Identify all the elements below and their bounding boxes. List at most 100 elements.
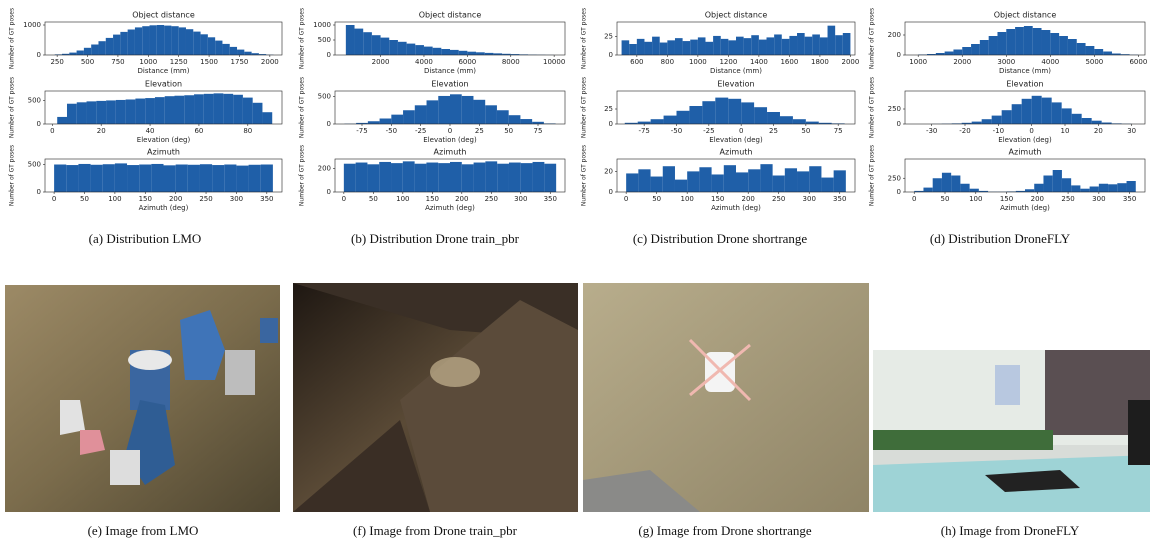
bar <box>184 95 194 124</box>
bar <box>712 174 724 192</box>
bar <box>151 164 163 192</box>
bar <box>87 101 97 124</box>
bar <box>236 166 248 192</box>
bar <box>67 104 77 124</box>
x-tick-label: 0 <box>342 195 346 203</box>
x-tick-label: 600 <box>630 58 643 66</box>
bar <box>664 116 677 124</box>
bar <box>1002 110 1012 124</box>
chart-title: Azimuth <box>1009 148 1042 157</box>
y-tick-label: 500 <box>318 36 331 44</box>
bar <box>96 101 106 124</box>
bar <box>997 32 1006 55</box>
bar <box>139 165 151 193</box>
x-tick-label: 200 <box>169 195 182 203</box>
x-tick-label: 60 <box>194 127 203 135</box>
bar <box>485 105 497 124</box>
bar <box>261 165 273 193</box>
bar <box>473 100 485 124</box>
x-tick-label: -20 <box>959 127 970 135</box>
y-tick-label: 1000 <box>313 21 331 29</box>
y-axis-label: Number of GT poses <box>581 145 588 206</box>
bar <box>403 161 415 192</box>
bar <box>186 29 193 55</box>
bar <box>223 94 233 124</box>
chart-title: Azimuth <box>720 148 753 157</box>
chart-title: Object distance <box>419 11 482 20</box>
bar <box>689 106 702 124</box>
x-axis-label: Azimuth (deg) <box>711 204 761 212</box>
y-tick-label: 0 <box>897 188 901 196</box>
bar <box>91 165 103 192</box>
bar <box>698 37 706 55</box>
x-tick-label: 4000 <box>415 58 433 66</box>
x-tick-label: 200 <box>1031 195 1044 203</box>
x-tick-label: 75 <box>534 127 543 135</box>
x-tick-label: 0 <box>52 195 56 203</box>
bar <box>785 168 797 192</box>
x-tick-label: 1750 <box>231 58 249 66</box>
bar <box>165 96 175 124</box>
y-tick-label: 500 <box>28 161 41 169</box>
bar <box>980 40 989 55</box>
x-tick-label: 10000 <box>543 58 565 66</box>
bar <box>1053 170 1062 192</box>
bar <box>960 184 969 192</box>
chart-title: Object distance <box>705 11 768 20</box>
y-tick-label: 0 <box>609 188 613 196</box>
x-tick-label: 300 <box>514 195 527 203</box>
chart-title: Azimuth <box>434 148 467 157</box>
bar <box>945 52 954 56</box>
x-tick-label: 800 <box>661 58 674 66</box>
bar <box>356 163 368 192</box>
bar <box>438 163 450 192</box>
x-tick-label: 100 <box>969 195 982 203</box>
bar <box>379 162 391 192</box>
bar <box>1082 118 1092 124</box>
bar <box>497 164 509 192</box>
y-tick-label: 0 <box>327 188 331 196</box>
bar <box>1072 114 1082 124</box>
x-tick-label: 3000 <box>997 58 1015 66</box>
bar <box>520 119 532 124</box>
y-axis-label: Number of GT poses <box>299 145 306 206</box>
bar <box>780 116 793 124</box>
y-tick-label: 0 <box>897 51 901 59</box>
bar <box>462 164 474 192</box>
bar <box>1059 36 1068 55</box>
x-tick-label: -10 <box>993 127 1004 135</box>
bar <box>1042 98 1052 124</box>
x-tick-label: 750 <box>111 58 124 66</box>
bar <box>728 40 736 55</box>
x-tick-label: 50 <box>504 127 513 135</box>
caption: (g) Image from Drone shortrange <box>638 523 811 538</box>
bar <box>145 98 155 124</box>
bar <box>521 163 533 192</box>
y-axis-label: Number of GT poses <box>9 145 16 206</box>
bar <box>962 47 971 55</box>
y-axis-label: Number of GT poses <box>9 8 16 69</box>
x-tick-label: 1000 <box>139 58 157 66</box>
x-tick-label: 350 <box>833 195 846 203</box>
y-axis-label: Number of GT poses <box>869 77 876 138</box>
bar <box>1086 46 1095 55</box>
x-tick-label: 1500 <box>200 58 218 66</box>
bar <box>262 112 272 124</box>
bar <box>249 165 261 192</box>
x-axis-label: Distance (mm) <box>138 67 190 75</box>
x-tick-label: 1800 <box>811 58 829 66</box>
x-tick-label: 250 <box>1061 195 1074 203</box>
bar <box>638 169 650 192</box>
bar <box>424 47 433 55</box>
bar <box>767 37 775 55</box>
y-axis-label: Number of GT poses <box>299 8 306 69</box>
bar <box>372 35 381 55</box>
x-tick-label: 50 <box>652 195 661 203</box>
bar <box>782 39 790 55</box>
x-tick-label: 0 <box>448 127 452 135</box>
y-tick-label: 1000 <box>23 21 41 29</box>
bar <box>91 45 98 56</box>
bar <box>1006 29 1015 55</box>
bar <box>237 50 244 55</box>
bar <box>1062 178 1071 192</box>
